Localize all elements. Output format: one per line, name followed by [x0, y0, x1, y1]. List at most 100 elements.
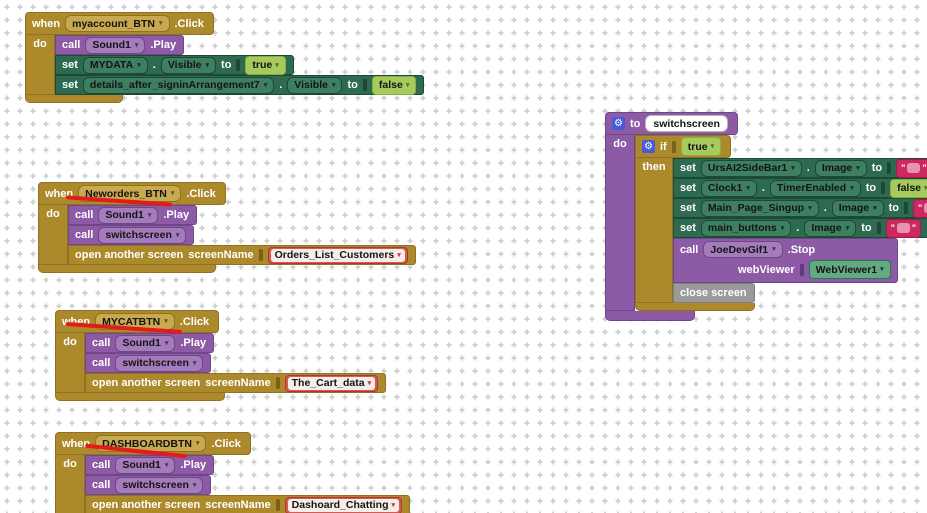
dropdown-arrow-icon: ▾: [147, 211, 152, 219]
dropdown-arrow-icon: ▾: [391, 501, 395, 509]
do-keyword: do: [63, 458, 77, 470]
procedure-dropdown[interactable]: switchscreen ▾: [98, 226, 187, 244]
component-dropdown[interactable]: Sound1 ▾: [115, 456, 176, 474]
call-keyword: call: [92, 459, 111, 471]
open-screen-block[interactable]: open another screen screenName The_Cart_…: [85, 373, 387, 393]
component-dropdown[interactable]: details_after_signinArrangement7 ▾: [82, 76, 275, 94]
component-dropdown[interactable]: JoeDevGif1 ▾: [703, 241, 783, 258]
component-dropdown[interactable]: UrsAI2SideBar1 ▾: [700, 159, 802, 177]
set-visible-block[interactable]: set MYDATA ▾ . Visible ▾ to true ▾: [55, 55, 294, 75]
logic-true-block[interactable]: true ▾: [245, 55, 286, 75]
event-block-mycat: when MYCATBTN ▾ .Click do call Sound1 ▾ …: [55, 310, 387, 401]
quote-icon: ": [890, 223, 895, 233]
call-keyword: call: [75, 229, 94, 241]
screen-name-block[interactable]: Dashoard_Chatting ▾: [284, 496, 402, 513]
component-dropdown[interactable]: main_buttons ▾: [700, 219, 792, 237]
call-sound-play-block[interactable]: call Sound1 ▾ .Play: [85, 455, 215, 475]
component-dropdown[interactable]: Sound1 ▾: [115, 334, 176, 352]
empty-text-block[interactable]: " ": [913, 198, 927, 218]
procedure-dropdown[interactable]: switchscreen ▾: [115, 476, 204, 494]
dropdown-arrow-icon: ▾: [746, 184, 750, 192]
property-dropdown[interactable]: TimerEnabled ▾: [769, 179, 861, 197]
dropdown-arrow-icon: ▾: [710, 143, 715, 150]
property-dropdown[interactable]: Visible ▾: [160, 56, 217, 74]
set-image-block[interactable]: set main_buttons ▾ . Image ▾: [673, 218, 927, 238]
call-keyword: call: [92, 357, 111, 369]
property-dropdown[interactable]: Visible ▾: [287, 76, 343, 94]
logic-false-block[interactable]: false ▾: [890, 178, 927, 198]
set-image-block[interactable]: set UrsAI2SideBar1 ▾ . Image ▾: [673, 158, 927, 178]
call-procedure-block[interactable]: call switchscreen ▾: [68, 225, 195, 245]
component-name: details_after_signinArrangement7: [89, 79, 260, 91]
logic-true-block[interactable]: true ▾: [680, 137, 722, 156]
empty-text-block[interactable]: " ": [896, 158, 927, 178]
quote-icon: ": [911, 223, 917, 233]
empty-text-field[interactable]: [896, 223, 910, 233]
dropdown-arrow-icon: ▾: [170, 190, 175, 197]
component-dropdown[interactable]: Main_Page_Singup ▾: [700, 199, 819, 217]
empty-text-field[interactable]: [924, 203, 927, 213]
event-block-myaccount: when myaccount_BTN ▾ .Click do call Soun…: [25, 12, 425, 103]
call-sound-play-block[interactable]: call Sound1 ▾ .Play: [85, 333, 215, 353]
logic-value: true: [687, 140, 708, 153]
component-value-block[interactable]: WebViewer1 ▾: [808, 260, 891, 279]
value-socket: [904, 202, 909, 214]
logic-value: false: [378, 79, 403, 91]
call-sound-play-block[interactable]: call Sound1 ▾ .Play: [55, 35, 185, 55]
when-header[interactable]: when myaccount_BTN ▾ .Click: [25, 12, 214, 35]
procedure-footer: [605, 311, 695, 321]
set-visible-block[interactable]: set details_after_signinArrangement7 ▾ .…: [55, 75, 425, 95]
dropdown-arrow-icon: ▾: [856, 164, 860, 172]
logic-value: false: [897, 182, 922, 194]
value-socket: [876, 222, 881, 234]
call-sound-play-block[interactable]: call Sound1 ▾ .Play: [68, 205, 198, 225]
component-dropdown[interactable]: myaccount_BTN ▾: [65, 15, 170, 32]
dropdown-arrow-icon: ▾: [772, 246, 776, 253]
set-keyword: set: [680, 202, 696, 214]
call-procedure-block[interactable]: call switchscreen ▾: [85, 475, 212, 495]
screen-name: The_Cart_data: [291, 377, 365, 389]
component-dropdown[interactable]: Sound1 ▾: [98, 206, 159, 224]
empty-text-field[interactable]: [907, 163, 921, 173]
screen-name-block[interactable]: The_Cart_data ▾: [284, 374, 379, 392]
open-screen-block[interactable]: open another screen screenName Dashoard_…: [85, 495, 410, 513]
do-column: do: [55, 455, 85, 513]
if-header[interactable]: ⚙ if true ▾: [635, 135, 732, 158]
dropdown-arrow-icon: ▾: [405, 81, 410, 89]
dropdown-arrow-icon: ▾: [367, 379, 372, 387]
call-gif-stop-block[interactable]: call JoeDevGif1 ▾ .Stop webViewer: [673, 238, 898, 283]
block-footer: [25, 95, 123, 103]
open-screen-keyword: open another screen: [92, 499, 201, 511]
dropdown-arrow-icon: ▾: [164, 318, 168, 325]
set-image-block[interactable]: set Main_Page_Singup ▾ . Image ▾: [673, 198, 927, 218]
call-procedure-block[interactable]: call switchscreen ▾: [85, 353, 212, 373]
empty-text-block[interactable]: " ": [885, 218, 922, 238]
screenname-label: screenName: [205, 377, 271, 389]
value-socket: [275, 377, 280, 389]
dropdown-arrow-icon: ▾: [780, 224, 785, 232]
dropdown-arrow-icon: ▾: [175, 231, 180, 239]
open-screen-block[interactable]: open another screen screenName Orders_Li…: [68, 245, 416, 265]
logic-false-block[interactable]: false ▾: [371, 75, 417, 95]
component-dropdown[interactable]: Clock1 ▾: [700, 179, 757, 197]
close-screen-block[interactable]: close screen: [673, 283, 755, 303]
component-name: UrsAI2SideBar1: [707, 162, 788, 174]
procedure-name-field[interactable]: switchscreen: [645, 115, 728, 132]
method-name: .Stop: [787, 243, 816, 256]
value-socket: [887, 162, 892, 174]
dropdown-arrow-icon: ▾: [924, 184, 927, 192]
mutator-gear-icon[interactable]: ⚙: [642, 140, 655, 153]
component-dropdown[interactable]: Sound1 ▾: [85, 36, 146, 54]
procedure-dropdown[interactable]: switchscreen ▾: [115, 354, 204, 372]
property-dropdown[interactable]: Image ▾: [804, 219, 857, 237]
event-name: .Click: [186, 187, 216, 200]
set-timerenabled-block[interactable]: set Clock1 ▾ . TimerEnabled ▾: [673, 178, 927, 198]
property-dropdown[interactable]: Image ▾: [814, 159, 867, 177]
property-dropdown[interactable]: Image ▾: [831, 199, 884, 217]
mutator-gear-icon[interactable]: ⚙: [612, 117, 625, 130]
screen-name-block[interactable]: Orders_List_Customers ▾: [267, 246, 408, 264]
procedure-header[interactable]: ⚙ to switchscreen: [605, 112, 738, 135]
component-dropdown[interactable]: MYDATA ▾: [82, 56, 148, 74]
component-name: Neworders_BTN: [85, 187, 167, 200]
